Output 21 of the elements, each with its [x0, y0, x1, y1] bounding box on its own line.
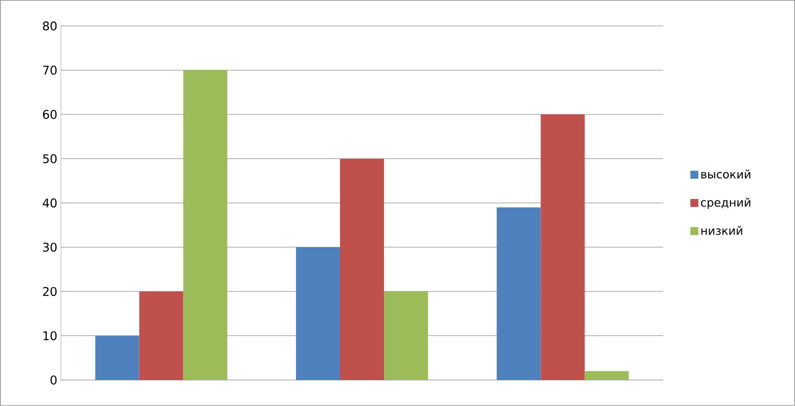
- bar: [95, 336, 140, 380]
- bar: [496, 207, 541, 380]
- bar: [296, 247, 340, 380]
- y-tick-label: 0: [50, 376, 57, 385]
- bar: [139, 292, 184, 380]
- y-tick-label: 50: [43, 154, 57, 164]
- bar: [584, 371, 629, 380]
- y-tick-label: 10: [43, 331, 57, 340]
- bar: [384, 292, 428, 380]
- legend-label: низкий: [701, 226, 742, 235]
- bar: [183, 70, 228, 380]
- y-tick-label: 60: [43, 110, 57, 119]
- bar: [540, 114, 585, 380]
- legend-label: высокий: [701, 170, 750, 179]
- legend-label: средний: [700, 198, 750, 209]
- y-tick-label: 70: [43, 66, 57, 75]
- y-tick-label: 30: [43, 242, 57, 252]
- bar: [340, 158, 384, 380]
- y-tick-label: 20: [43, 287, 57, 296]
- y-tick-label: 40: [42, 198, 57, 208]
- y-tick-label: 80: [42, 21, 57, 30]
